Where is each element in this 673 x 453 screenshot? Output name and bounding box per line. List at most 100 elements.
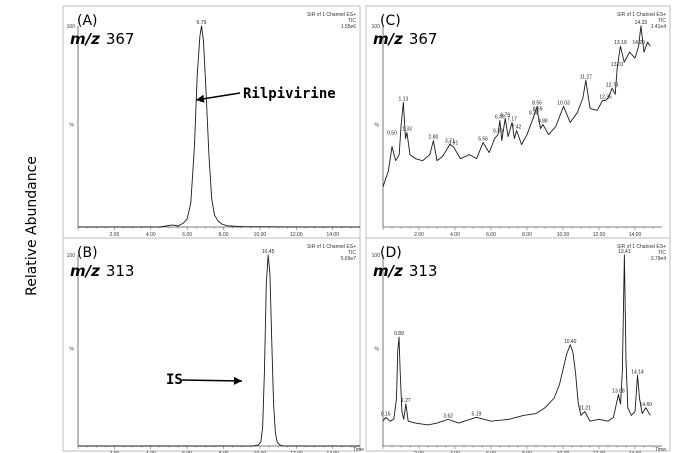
peak-label: 11.27: [580, 74, 592, 80]
x-tick-label: 2.00: [110, 451, 120, 453]
x-tick-label: 4.00: [146, 451, 156, 453]
peak-label: 5.19: [472, 411, 482, 417]
y-axis-percent-label: %: [375, 347, 380, 353]
x-tick-label: 8.00: [219, 451, 229, 453]
x-axis-time-label: Time: [655, 447, 666, 453]
peak-label: 13.08: [612, 388, 625, 394]
peak-label: 8.56: [532, 100, 542, 106]
chromatogram-trace: [382, 254, 651, 426]
x-tick-label: 10.00: [557, 451, 570, 453]
mz-prefix: m/z: [373, 262, 403, 280]
peak-label: 13.01: [611, 62, 624, 68]
header-tic: TIC: [348, 18, 356, 24]
peak-label: 14.33: [635, 20, 648, 26]
x-tick-label: 12.00: [290, 232, 303, 238]
peak-label: 12.73: [606, 82, 619, 88]
peak-label: 1.33: [402, 127, 412, 133]
panel-letter: (A): [77, 13, 98, 29]
peak-label: 8.88: [538, 118, 548, 124]
peak-label: 0.89: [394, 331, 404, 337]
peak-label: 7.42: [512, 125, 522, 131]
y-tick-label-100: 100: [67, 24, 76, 30]
peak-label: 12.36: [599, 94, 612, 100]
annotation-arrow-head: [196, 94, 205, 103]
x-tick-label: 4.00: [450, 232, 460, 238]
mz-label: m/z 367: [70, 30, 134, 48]
x-tick-label: 6.00: [182, 451, 192, 453]
x-tick-label: 6.00: [182, 232, 192, 238]
panel-letter: (C): [380, 13, 401, 29]
peak-label: 0.15: [381, 411, 391, 417]
peak-label: 6.79: [197, 20, 207, 26]
peak-label: 13.41: [618, 249, 631, 255]
annotation-arrow-head: [233, 376, 242, 385]
x-tick-label: 8.00: [522, 451, 532, 453]
annotation-arrow-shaft: [181, 379, 243, 382]
peak-label: 5.56: [478, 137, 488, 143]
peak-label: 2.80: [429, 135, 439, 141]
header-scan-type: SIR of 1 Channel ES+: [307, 244, 356, 250]
x-tick-label: 6.00: [486, 451, 496, 453]
x-tick-label: 6.00: [486, 232, 496, 238]
peak-label: 14.14: [631, 369, 644, 375]
peak-label: 10.45: [262, 249, 275, 255]
peak-label: 14.20: [632, 40, 645, 46]
panel-letter: (B): [77, 245, 98, 261]
mz-value: 313: [409, 262, 438, 280]
annotation-is: IS: [166, 372, 183, 388]
x-tick-label: 4.00: [146, 232, 156, 238]
header-scan-type: SIR of 1 Channel ES+: [617, 12, 666, 18]
panel-a: 100% 2.00 4.00 6.00 8.00 10.00 12.00 14.00 SIR o…: [62, 5, 361, 239]
header-tic: TIC: [658, 250, 666, 256]
panel-frame: [365, 237, 671, 452]
header-scan-type: SIR of 1 Channel ES+: [307, 12, 356, 18]
header-scan-type: SIR of 1 Channel ES+: [617, 244, 666, 250]
x-tick-label: 14.00: [326, 451, 339, 453]
peak-label: 13.19: [614, 40, 627, 46]
mz-value: 367: [106, 30, 135, 48]
y-tick-label-100: 100: [372, 24, 381, 30]
x-tick-label: 12.00: [290, 451, 303, 453]
peak-label: 3.62: [443, 413, 453, 419]
x-tick-label: 10.00: [254, 232, 267, 238]
header-intensity: 1.55e6: [341, 24, 357, 30]
panels-layer: 100% 2.00 4.00 6.00 8.00 10.00 12.00 14.00 SIR o…: [62, 5, 671, 453]
x-tick-label: 10.00: [254, 451, 267, 453]
peak-label: 1.13: [398, 96, 408, 102]
x-tick-label: 14.00: [326, 232, 339, 238]
peak-label: 6.79: [500, 112, 510, 118]
header-tic: TIC: [658, 18, 666, 24]
mz-value: 313: [106, 262, 135, 280]
x-tick-label: 8.00: [522, 232, 532, 238]
header-tic: TIC: [348, 250, 356, 256]
mz-label: m/z 313: [373, 262, 437, 280]
chromatogram-trace: [78, 254, 360, 447]
peak-label: 3.71: [445, 139, 455, 145]
header-intensity: 1.41e4: [651, 24, 667, 30]
peak-label: 11.21: [579, 406, 591, 412]
y-axis-label: Relative Abundance: [24, 156, 40, 296]
x-tick-label: 14.00: [629, 451, 642, 453]
panel-c: 100% 2.00 4.00 6.00 8.00 10.00 12.00 14.00 SIR o…: [365, 5, 671, 239]
x-tick-label: 4.00: [450, 451, 460, 453]
peak-label: 7.17: [507, 116, 517, 122]
peak-label: 0.50: [387, 131, 397, 137]
panel-d: 100% 2.00 4.00 6.00 8.00 10.00 12.00 14.00 Time S…: [365, 237, 671, 453]
y-tick-label-100: 100: [372, 253, 381, 259]
x-tick-label: 2.00: [110, 232, 120, 238]
mz-value: 367: [409, 30, 438, 48]
x-tick-label: 10.00: [557, 232, 570, 238]
peak-label: 8.59: [533, 106, 543, 112]
x-tick-label: 2.00: [414, 232, 424, 238]
peak-label: 8.38: [529, 110, 539, 116]
peak-label: 1.27: [401, 398, 411, 404]
panel-b: 100% 2.00 4.00 6.00 8.00 10.00 12.00 14.00 Time S…: [62, 237, 364, 453]
mz-prefix: m/z: [70, 30, 100, 48]
y-axis-percent-label: %: [70, 347, 75, 353]
y-axis-percent-label: %: [70, 123, 75, 129]
header-intensity: 3.79e4: [651, 256, 667, 262]
x-tick-label: 2.00: [414, 451, 424, 453]
mz-label: m/z 313: [70, 262, 134, 280]
mz-prefix: m/z: [373, 30, 403, 48]
